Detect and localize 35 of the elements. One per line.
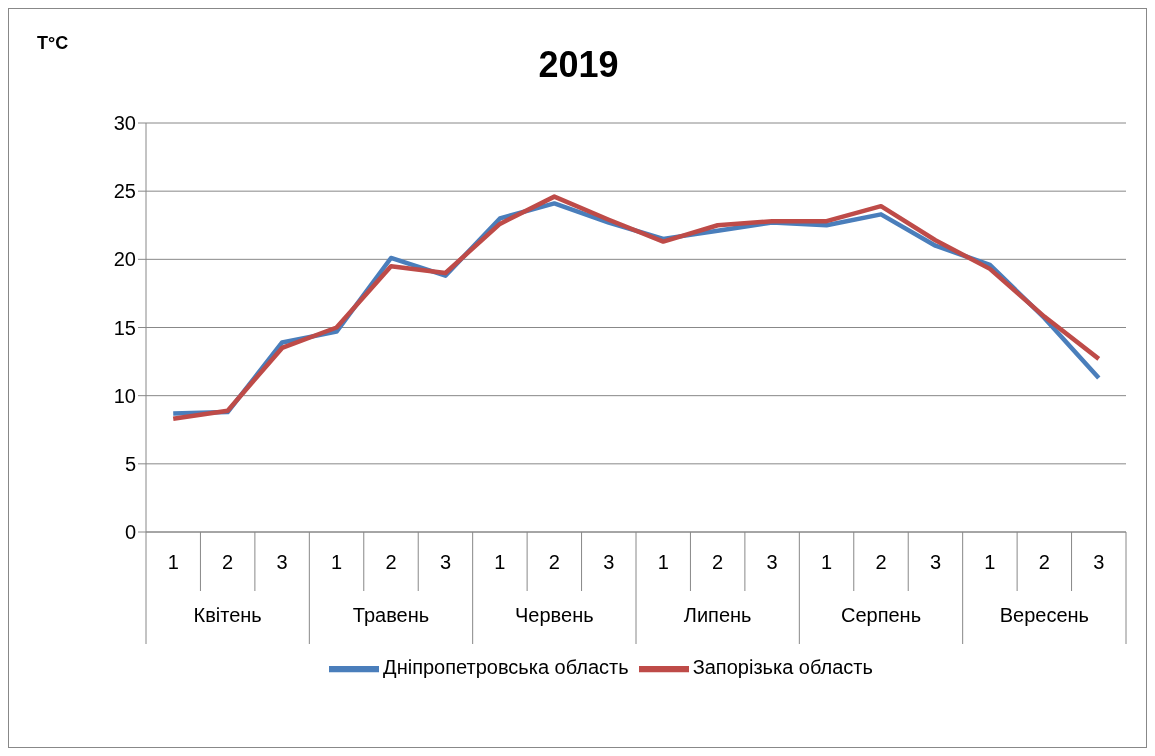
x-tick-label: 1	[167, 551, 179, 573]
x-tick-label: 3	[1093, 551, 1105, 573]
y-tick-label: 15	[113, 316, 136, 339]
x-tick-label: 2	[712, 551, 724, 573]
text: Травень	[352, 604, 430, 626]
text: Вересень	[999, 604, 1089, 626]
legend-label: Запорізька область	[692, 656, 873, 679]
y-tick-label: 10	[113, 384, 136, 407]
x-tick-label: 2	[875, 551, 887, 573]
y-tick-label: 30	[113, 112, 136, 135]
y-tick-label: 5	[124, 452, 136, 475]
x-tick-label: 1	[657, 551, 669, 573]
x-tick-label: 3	[766, 551, 778, 573]
x-tick-label: 3	[439, 551, 452, 573]
y-tick-label: 0	[124, 521, 136, 544]
x-tick-label: 1	[820, 551, 833, 573]
chart-title: 2019	[538, 44, 619, 85]
x-tick-label: 2	[385, 551, 397, 573]
y-axis-title: T°C	[37, 33, 69, 54]
y-tick-label: 20	[113, 248, 136, 271]
legend-label: Дніпропетровська область	[383, 656, 629, 679]
text: Липень	[683, 604, 752, 626]
x-tick-label: 1	[984, 551, 996, 573]
text: Квітень	[193, 604, 262, 626]
y-tick-label: 25	[113, 180, 136, 203]
x-tick-label: 2	[1038, 551, 1050, 573]
text: Серпень	[840, 604, 922, 626]
x-tick-label: 3	[603, 551, 615, 573]
x-tick-label: 3	[929, 551, 942, 573]
x-tick-label: 2	[548, 551, 560, 573]
x-tick-label: 1	[494, 551, 506, 573]
x-tick-label: 2	[222, 551, 234, 573]
x-tick-label: 1	[330, 551, 343, 573]
text: Червень	[515, 604, 594, 626]
x-tick-label: 3	[276, 551, 288, 573]
